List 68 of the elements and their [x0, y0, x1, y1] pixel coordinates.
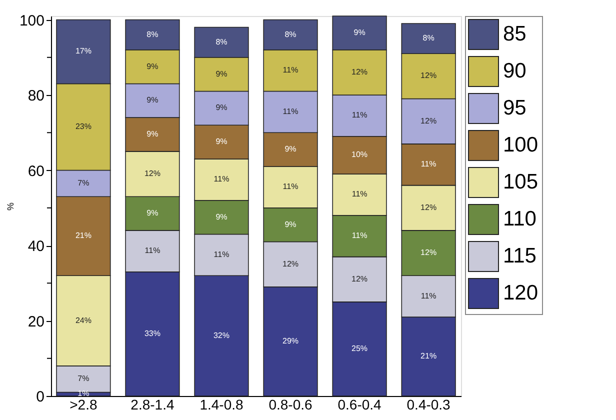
data-label: 24% — [75, 316, 92, 325]
y-tick-label: 100 — [19, 12, 44, 30]
data-label: 12% — [282, 259, 299, 268]
data-label: 29% — [282, 336, 299, 346]
data-label: 12% — [420, 71, 437, 80]
y-tick-label: 80 — [28, 88, 44, 105]
data-label: 23% — [75, 122, 92, 131]
data-label: 11% — [282, 106, 298, 116]
data-label: 9% — [216, 137, 228, 146]
data-label: 12% — [420, 248, 437, 258]
x-tick-label: 0.8-0.6 — [268, 396, 313, 412]
data-label: 11% — [214, 250, 230, 259]
legend-label: 120 — [503, 282, 538, 304]
y-tick-label: 20 — [28, 313, 44, 330]
data-label: 8% — [216, 37, 228, 46]
data-label: 8% — [146, 30, 158, 39]
y-tick-label: 0 — [36, 388, 44, 406]
data-label: 11% — [352, 190, 368, 199]
legend-label: 110 — [503, 208, 536, 230]
legend-label: 90 — [503, 60, 526, 82]
x-tick-label: 1.4-0.8 — [200, 396, 244, 412]
data-label: 11% — [420, 291, 436, 300]
data-label: 11% — [352, 110, 368, 120]
data-label: 32% — [213, 330, 230, 340]
y-tick-label: 60 — [28, 162, 44, 180]
legend-label: 100 — [503, 134, 538, 156]
data-label: 11% — [214, 174, 230, 184]
data-label: 12% — [144, 169, 160, 178]
data-label: 25% — [352, 344, 368, 353]
data-label: 8% — [422, 34, 434, 43]
data-label: 17% — [75, 46, 92, 56]
data-label: 8% — [284, 30, 296, 39]
data-label: 9% — [146, 62, 158, 71]
data-label: 9% — [216, 212, 228, 222]
data-label: 12% — [420, 116, 437, 126]
data-label: 9% — [216, 69, 228, 78]
data-label: 7% — [78, 374, 90, 384]
data-label: 21% — [420, 351, 437, 360]
data-label: 10% — [352, 150, 368, 160]
data-label: 11% — [282, 66, 298, 75]
x-tick-label: 0.4-0.3 — [406, 396, 451, 412]
data-label: 9% — [146, 96, 158, 105]
data-label: 12% — [352, 274, 368, 284]
data-label: 21% — [75, 231, 92, 240]
legend-label: 85 — [503, 22, 526, 46]
data-label: 33% — [144, 328, 160, 338]
data-label: 9% — [354, 28, 366, 37]
data-label: 9% — [146, 130, 158, 139]
data-label: 12% — [352, 67, 368, 76]
y-tick-label: 40 — [28, 238, 44, 256]
data-label: 11% — [352, 231, 368, 240]
x-tick-label: >2.8 — [70, 396, 98, 412]
data-label: 9% — [216, 103, 228, 112]
x-tick-label: 2.8-1.4 — [130, 396, 174, 412]
data-label: 11% — [282, 182, 298, 192]
data-label: 9% — [146, 208, 158, 218]
data-label: 7% — [78, 178, 90, 188]
data-label: 1% — [78, 389, 90, 398]
x-tick-label: 0.6-0.4 — [338, 396, 382, 412]
data-label: 11% — [144, 246, 160, 256]
data-label: 9% — [284, 220, 296, 229]
data-label: 12% — [420, 202, 437, 212]
legend-label: 95 — [503, 96, 526, 120]
legend-label: 115 — [503, 244, 536, 268]
data-label: 11% — [420, 160, 436, 169]
data-label: 9% — [284, 144, 296, 154]
legend-label: 105 — [503, 170, 538, 194]
y-axis-title: % — [5, 202, 16, 211]
